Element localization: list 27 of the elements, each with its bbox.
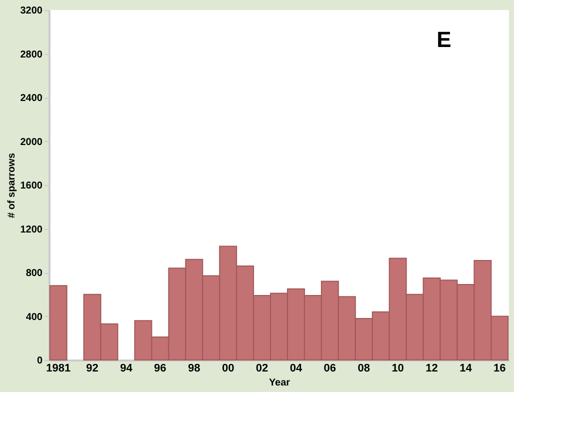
annotation: E [436,27,452,52]
x-tick-label: 96 [154,362,166,374]
x-tick-label: 12 [426,362,438,374]
x-tick-label: 04 [290,362,303,374]
y-tick-label: 400 [26,312,43,323]
y-tick-label: 3200 [20,6,43,16]
x-tick-label: 00 [222,362,234,374]
y-axis-title: # of sparrows [6,152,18,218]
y-tick-label: 2400 [20,93,43,104]
x-tick-label: 02 [256,362,268,374]
x-tick-label: 94 [120,362,134,374]
y-tick-label: 2000 [20,136,43,148]
x-tick-label: 92 [86,362,98,374]
x-tick-label: 08 [358,362,370,374]
x-tick-label: 1981 [46,362,71,374]
x-tick-label: 16 [494,362,506,374]
bar [49,285,68,360]
x-tick-label: 06 [324,362,336,374]
y-tick-label: 800 [26,268,43,279]
x-tick-label: 14 [460,362,473,374]
y-tick-label: 1600 [20,180,43,192]
x-axis-title: Year [268,378,290,388]
y-tick-label: 0 [36,356,43,366]
x-tick-label: 98 [188,362,200,374]
x-tick-label: 10 [392,362,404,374]
y-tick-label: 1200 [20,224,43,236]
y-tick-label: 2800 [20,49,43,60]
